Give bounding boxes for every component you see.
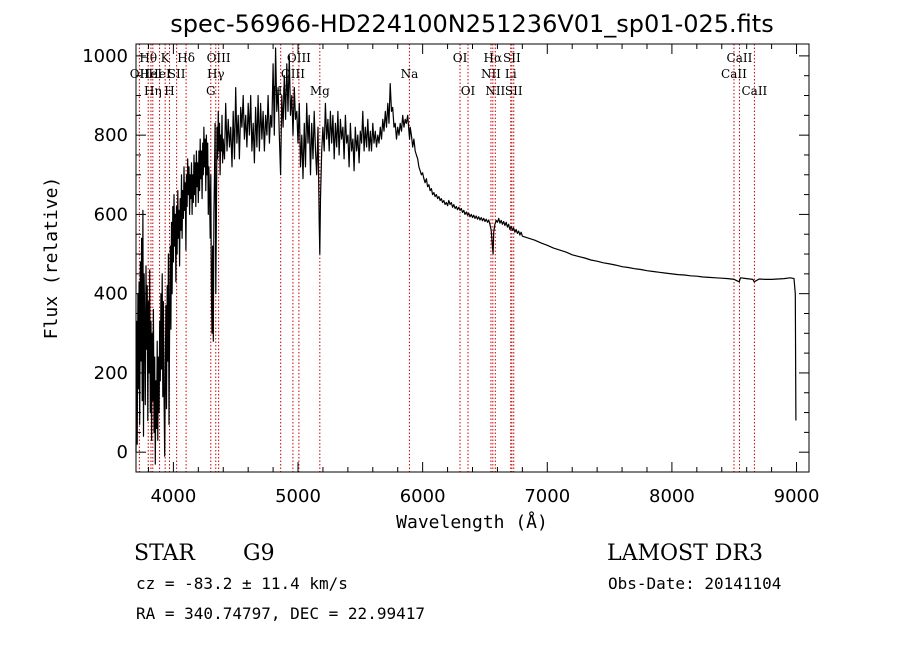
spectral-line-markers xyxy=(138,44,755,472)
spectral-line-labels: OIIHθHeIHηHeIKHSIIHδGHγOIIIHβOIIIOIIIMgN… xyxy=(130,51,768,98)
line-marker-label: Hδ xyxy=(177,51,195,65)
object-subclass: G9 xyxy=(243,541,275,566)
line-marker-label: H xyxy=(164,84,174,98)
line-marker-label: NII xyxy=(481,67,501,81)
obs-date-text: Obs-Date: 20141104 xyxy=(608,574,781,593)
line-marker-label: CaII xyxy=(721,67,747,81)
line-marker-label: CaII xyxy=(741,84,767,98)
line-marker-label: OI xyxy=(453,51,468,65)
spectrum-series xyxy=(135,47,797,465)
y-tick-label: 200 xyxy=(94,363,128,384)
coordinates-text: RA = 340.74797, DEC = 22.99417 xyxy=(136,604,425,623)
chart-title: spec-56966-HD224100N251236V01_sp01-025.f… xyxy=(170,10,773,38)
line-marker-label: Mg xyxy=(310,84,330,98)
x-axis-label: Wavelength (Å) xyxy=(396,511,548,533)
line-marker-label: Li xyxy=(505,67,517,81)
x-tick-label: 9000 xyxy=(774,486,820,507)
line-marker-label: OII xyxy=(130,67,150,81)
x-tick-label: 8000 xyxy=(649,486,695,507)
line-marker-label: Hθ xyxy=(139,51,157,65)
line-marker-label: SII xyxy=(503,51,521,65)
y-tick-label: 800 xyxy=(94,125,128,146)
line-marker-label: Hη xyxy=(144,84,162,98)
y-tick-label: 600 xyxy=(94,204,128,225)
line-marker-label: SII xyxy=(505,84,523,98)
y-axis-label: Flux (relative) xyxy=(41,177,62,340)
line-marker-label: HeI xyxy=(140,67,163,81)
survey-name: LAMOST DR3 xyxy=(607,541,763,566)
x-tick-label: 7000 xyxy=(524,486,570,507)
line-marker-label: HeI xyxy=(148,67,171,81)
x-tick-label: 6000 xyxy=(400,486,446,507)
line-marker-label: NII xyxy=(485,84,505,98)
line-marker-label: CaII xyxy=(727,51,753,65)
line-marker-label: OIII xyxy=(287,51,311,65)
x-tick-label: 5000 xyxy=(275,486,321,507)
y-tick-label: 0 xyxy=(117,442,128,463)
line-marker-label: OIII xyxy=(207,51,231,65)
plot-frame xyxy=(135,43,810,473)
line-marker-label: SII xyxy=(168,67,186,81)
line-marker-label: Na xyxy=(401,67,419,81)
y-tick-label: 400 xyxy=(94,284,128,305)
object-class: STAR xyxy=(134,541,196,566)
line-marker-label: G xyxy=(206,84,216,98)
x-tick-label: 4000 xyxy=(150,486,196,507)
y-axis-ticks: 0 200 400 600 800 1000 xyxy=(82,46,809,463)
spectrum-line xyxy=(135,47,797,465)
line-marker-label: K xyxy=(161,51,171,65)
redshift-text: cz = -83.2 ± 11.4 km/s xyxy=(136,574,348,593)
line-marker-label: Hγ xyxy=(207,67,225,81)
line-marker-label: Hα xyxy=(484,51,503,65)
line-marker-label: OI xyxy=(461,84,476,98)
y-tick-label: 1000 xyxy=(82,46,128,67)
x-axis-ticks: 4000 5000 6000 7000 8000 9000 xyxy=(147,44,820,507)
